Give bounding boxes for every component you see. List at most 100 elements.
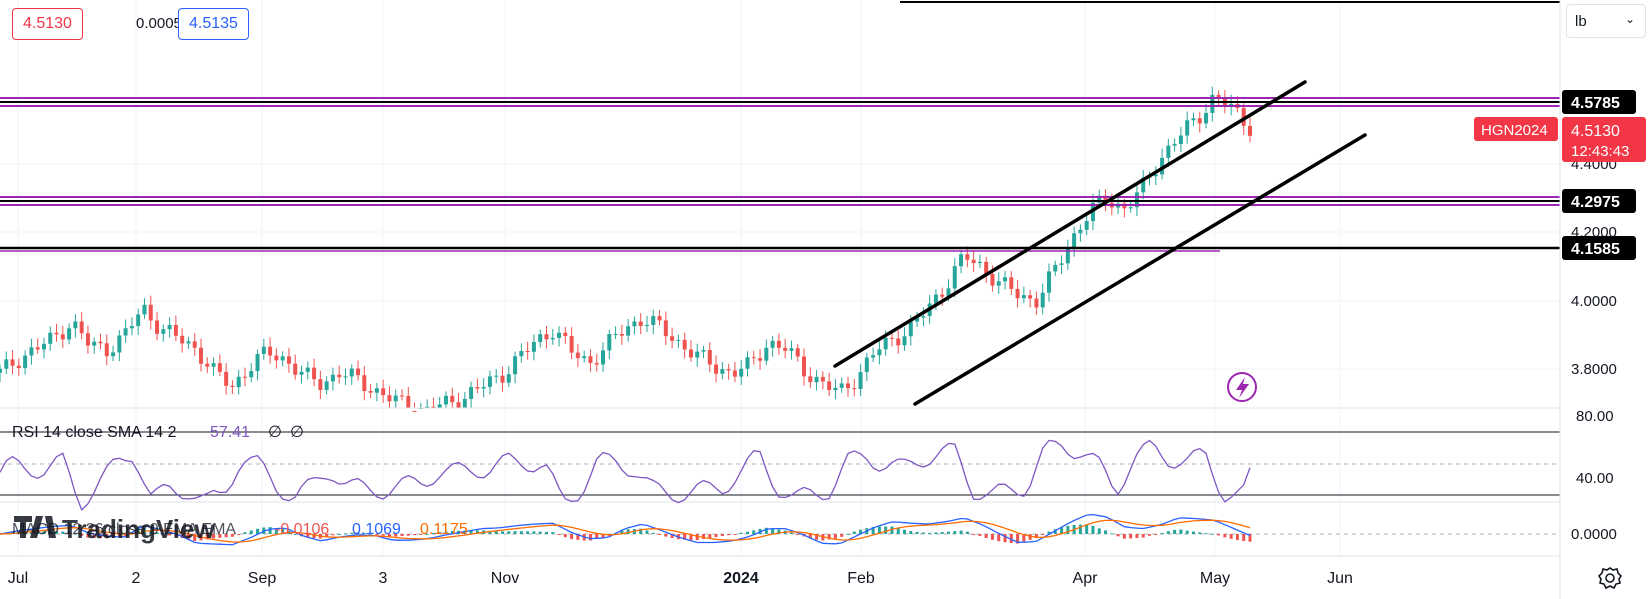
macd-histogram-bar	[212, 534, 216, 539]
candle-body	[1078, 229, 1083, 234]
candle-body	[871, 355, 876, 358]
macd-histogram-bar	[526, 531, 530, 534]
rsi-legend[interactable]: RSI 14 close SMA 14 2 57.41 ∅ ∅	[12, 424, 304, 441]
macd-histogram-bar	[1022, 534, 1026, 542]
macd-axis-tick: 0.0000	[1571, 526, 1617, 543]
candle-body	[111, 352, 116, 357]
candle-body	[299, 371, 304, 375]
macd-histogram-bar	[73, 533, 77, 535]
candle-body	[412, 410, 417, 412]
macd-legend[interactable]: MACD 12 26 close 9 EMA EMA -0.0106 0.106…	[12, 521, 468, 538]
macd-histogram-bar	[1028, 534, 1032, 540]
lightning-icon[interactable]	[1227, 372, 1257, 402]
candle-body	[563, 332, 568, 336]
candle-body	[500, 375, 505, 383]
candle-body	[1178, 135, 1183, 144]
candle-body	[1084, 221, 1089, 230]
candle-body	[92, 341, 97, 346]
candle-body	[67, 328, 72, 340]
candle-body	[155, 320, 160, 334]
macd-histogram-bar	[928, 532, 932, 534]
macd-histogram-bar	[990, 534, 994, 540]
candle-body	[1103, 195, 1108, 203]
candle-body	[142, 304, 147, 315]
candle-body	[148, 304, 153, 321]
candle-body	[720, 369, 725, 374]
bid-price-box[interactable]: 4.5130	[12, 8, 83, 40]
candle-body	[41, 343, 46, 350]
macd-histogram-bar	[80, 534, 84, 536]
candle-body	[1210, 94, 1215, 113]
macd-histogram-bar	[86, 534, 90, 538]
rsi-pane	[0, 431, 1560, 511]
candle-body	[1065, 248, 1070, 264]
candle-body	[745, 357, 750, 369]
candle-body	[638, 321, 643, 327]
ask-price-box[interactable]: 4.5135	[178, 8, 249, 40]
candle-body	[965, 254, 970, 260]
trend-channel[interactable]	[833, 80, 1367, 406]
candle-body	[249, 371, 254, 378]
macd-histogram-bar	[808, 534, 812, 539]
candle-body	[701, 350, 706, 352]
last-price-label: 4.5130	[1571, 123, 1620, 140]
candle-body	[758, 358, 763, 361]
macd-histogram-bar	[896, 528, 900, 534]
unit-selector[interactable]: lb ⌄	[1566, 4, 1646, 38]
candle-body	[261, 346, 266, 354]
candle-body	[1072, 233, 1077, 249]
gear-icon[interactable]	[1596, 564, 1624, 592]
candle-body	[318, 379, 323, 390]
candle-body	[35, 347, 40, 350]
macd-histogram-bar	[387, 534, 391, 537]
macd-histogram-bar	[29, 531, 33, 534]
candle-body	[1204, 112, 1209, 124]
macd-histogram-bar	[274, 528, 278, 534]
time-tick: Jul	[8, 570, 28, 587]
macd-histogram-bar	[67, 531, 71, 534]
candle-body	[469, 387, 474, 399]
candle-body	[1028, 295, 1033, 299]
macd-histogram-bar	[570, 534, 574, 540]
candle-body	[946, 288, 951, 297]
candle-body	[117, 335, 122, 353]
candle-body	[462, 398, 467, 408]
macd-histogram-bar	[538, 531, 542, 534]
candle-body	[952, 266, 957, 289]
candle-body	[695, 351, 700, 358]
candle-body	[1053, 264, 1058, 272]
time-axis[interactable]: Jul 2 Sep 3 Nov 2024 Feb Apr May Jun	[8, 570, 1353, 587]
time-tick: 2	[132, 570, 141, 587]
macd-histogram-bar	[268, 527, 272, 534]
candle-body	[751, 357, 756, 359]
macd-histogram-bar	[532, 531, 536, 534]
rsi-extra: ∅	[268, 424, 282, 441]
macd-histogram-bar	[771, 528, 775, 534]
candle-body	[1197, 118, 1202, 124]
macd-histogram-bar	[997, 534, 1001, 542]
candle-body	[657, 316, 662, 321]
candle-body	[908, 321, 913, 337]
macd-histogram-bar	[136, 529, 140, 534]
candle-body	[224, 371, 229, 386]
macd-histogram-bar	[42, 531, 46, 534]
macd-histogram-bar	[658, 534, 662, 535]
candle-body	[827, 381, 832, 391]
candle-body	[1097, 195, 1102, 203]
macd-pane	[0, 513, 1560, 546]
candle-body	[739, 368, 744, 377]
candle-body	[531, 341, 536, 352]
candle-body	[1216, 94, 1221, 98]
macd-histogram-bar	[1210, 533, 1214, 535]
rsi-value: 57.41	[210, 424, 250, 441]
price-axis[interactable]: 4.4000 4.2000 4.0000 3.8000 80.00 40.00 …	[1559, 0, 1617, 599]
candle-body	[575, 352, 580, 359]
macd-histogram-bar	[1223, 534, 1227, 538]
candle-body	[996, 281, 1001, 286]
macd-histogram-bar	[1085, 524, 1089, 534]
candle-body	[123, 328, 128, 336]
macd-histogram-bar	[293, 533, 297, 535]
macd-histogram-bar	[1110, 533, 1114, 535]
candle-body	[280, 356, 285, 361]
